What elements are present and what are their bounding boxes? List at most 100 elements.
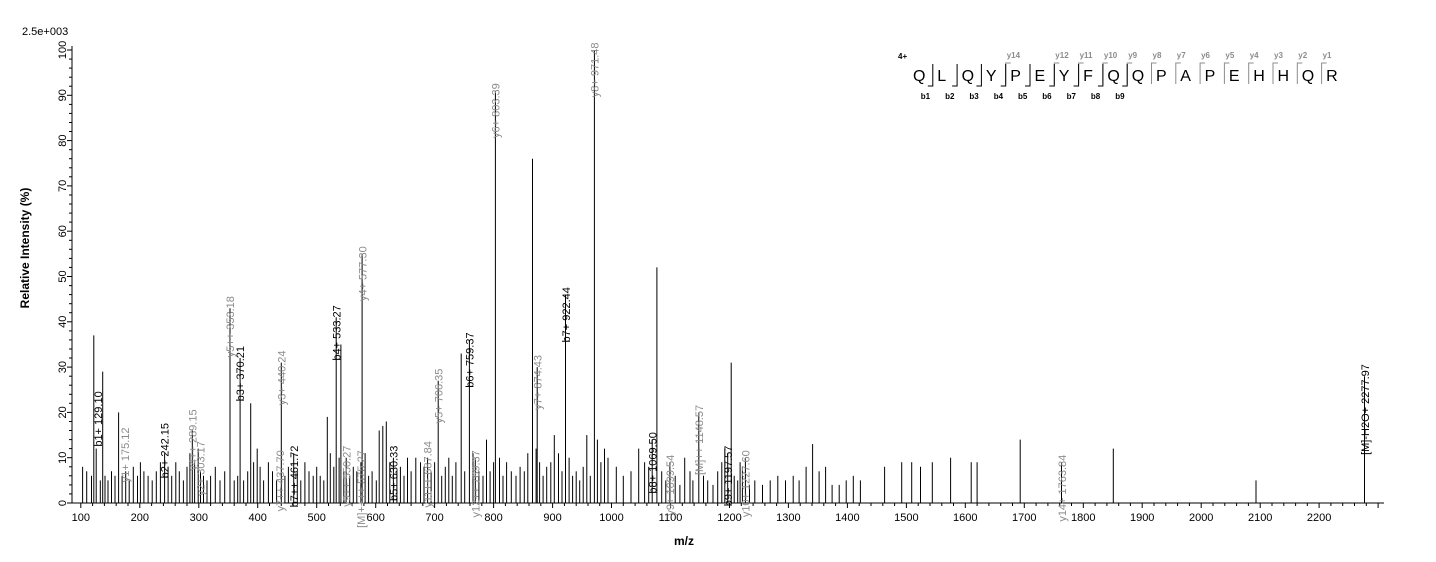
x-tick-label: 1400 (835, 512, 859, 524)
b-ion-cleavage-mark (952, 64, 958, 87)
peak-annotation: [M]++++ 575.27 (356, 450, 368, 528)
x-tick-label: 1700 (1012, 512, 1036, 524)
y-ion-label: y10 (1104, 51, 1118, 60)
peak-annotation: b5+ 630.33 (389, 446, 401, 501)
peak-annotation: y10+ 1227.60 (741, 450, 753, 517)
y-ion-cleavage-mark (1151, 62, 1157, 84)
charge-state: 4+ (898, 52, 907, 61)
sequence-residue: E (1035, 68, 1046, 85)
y-ion-label: y7 (1177, 51, 1186, 60)
x-tick-label: 1100 (659, 512, 683, 524)
x-tick-label: 500 (308, 512, 326, 524)
y-ion-cleavage-mark (1175, 62, 1181, 84)
b-ion-label: b7 (1067, 92, 1077, 101)
x-tick-label: 2000 (1189, 512, 1213, 524)
y-ion-label: y5 (1225, 51, 1234, 60)
peak-annotation: y12++ 769.37 (471, 450, 483, 517)
b-ion-label: b4 (994, 92, 1004, 101)
y-tick-label: 40 (57, 316, 69, 328)
sequence-residue: P (1010, 68, 1021, 85)
y-ion-cleavage-mark (1248, 62, 1254, 84)
peak-annotation: y1+ 175.12 (120, 428, 132, 483)
peak-annotation: b7+ 922.44 (561, 287, 573, 342)
x-tick-label: 700 (425, 512, 443, 524)
sequence-residue: Q (1132, 68, 1144, 85)
axes-layer: 100 200 300 400 500 600 700 800 900 1000 1100 1200 1… (57, 41, 1384, 524)
y-tick-label: 90 (57, 89, 69, 101)
y-ion-label: y3 (1274, 51, 1283, 60)
peak-annotation: [M]-H2O+ 2277.97 (1360, 364, 1372, 455)
y-ion-label: y6 (1201, 51, 1210, 60)
peak-annotation: y5+ 706.35 (433, 369, 445, 424)
peak-annotation: y5++ 353.18 (225, 296, 237, 357)
sequence-residue: E (1229, 68, 1240, 85)
b-ion-cleavage-mark (976, 64, 982, 87)
x-tick-label: 1600 (953, 512, 977, 524)
y-axis-title: Relative Intensity (%) (18, 188, 32, 309)
y-tick-label: 0 (57, 500, 69, 506)
x-axis-title: m/z (674, 534, 694, 548)
y-ion-label: y2 (1298, 51, 1307, 60)
b-ion-cleavage-mark (1025, 64, 1031, 87)
sequence-residue: R (1326, 68, 1338, 85)
b-ion-label: b3 (969, 92, 979, 101)
peak-annotation: y4++ 289.15 (187, 409, 199, 470)
x-tick-label: 400 (249, 512, 267, 524)
peak-annotation: y2+ 303.17 (196, 441, 208, 496)
peak-annotations: b1+ 129.10 y1+ 175.12 b2+ 242.15 y4++ 289.1… (93, 43, 1372, 528)
peak-annotation: b7++ 461.72 (289, 446, 301, 508)
y-tick-label: 20 (57, 406, 69, 418)
y-tick-label: 30 (57, 361, 69, 373)
b-ion-label: b9 (1115, 92, 1125, 101)
y-tick-label: 50 (57, 270, 69, 282)
peak-annotation: y7+ 874.43 (533, 355, 545, 410)
x-tick-label: 100 (72, 512, 90, 524)
y-ion-label: y9 (1128, 51, 1137, 60)
peak-annotation: b2+ 242.15 (160, 423, 172, 478)
b-ion-cleavage-mark (1049, 64, 1055, 87)
sequence-residue: Q (1107, 68, 1119, 85)
sequence-residue: H (1253, 68, 1265, 85)
peak-annotation: b8+ 1069.50 (648, 432, 660, 493)
peak-annotation: y7++ 437.70 (275, 450, 287, 511)
b-ion-label: b8 (1091, 92, 1101, 101)
sequence-residue: Q (962, 68, 974, 85)
peak-annotation: b4+ 533.27 (331, 305, 343, 360)
sequence-residue: H (1278, 68, 1290, 85)
x-tick-label: 200 (131, 512, 149, 524)
x-tick-label: 2100 (1248, 512, 1272, 524)
peak-annotation: y11++ 687.84 (423, 441, 435, 507)
y-ion-label: y4 (1250, 51, 1259, 60)
x-tick-label: 1500 (894, 512, 918, 524)
b-ion-cleavage-mark (1073, 64, 1080, 87)
sequence-residue: L (937, 68, 946, 85)
y-ion-label: y14 (1007, 51, 1021, 60)
b-ion-label: b5 (1018, 92, 1028, 101)
x-tick-label: 900 (543, 512, 561, 524)
y-ion-cleavage-mark (1296, 62, 1303, 84)
b-ion-cleavage-mark (1000, 64, 1007, 87)
y-ion-label: y12 (1055, 51, 1069, 60)
y-ion-label: y11 (1080, 51, 1093, 60)
y-ion-cleavage-mark (1199, 62, 1206, 84)
y-tick-label: 70 (57, 180, 69, 192)
peak-annotation: y4+ 577.30 (357, 246, 369, 301)
peak-annotation: b3+ 370.21 (235, 346, 247, 401)
x-tick-label: 2200 (1307, 512, 1331, 524)
peak-annotation: b6+ 759.37 (465, 332, 477, 387)
sequence-residue: Y (1059, 68, 1070, 85)
x-tick-label: 1200 (717, 512, 741, 524)
y-ion-cleavage-mark (1272, 62, 1278, 84)
peak-annotation: b1+ 129.10 (93, 391, 105, 446)
peak-annotation: y6+ 803.39 (491, 83, 503, 138)
sequence-residue: A (1180, 68, 1191, 85)
b-ion-label: b2 (945, 92, 955, 101)
b-ion-cleavage-mark (1122, 64, 1128, 87)
sequence-residue: P (1156, 68, 1167, 85)
y-ion-label: y8 (1153, 51, 1162, 60)
peak-annotation: y3+ 440.24 (277, 351, 289, 406)
x-tick-label: 1000 (599, 512, 623, 524)
x-tick-label: 600 (367, 512, 385, 524)
